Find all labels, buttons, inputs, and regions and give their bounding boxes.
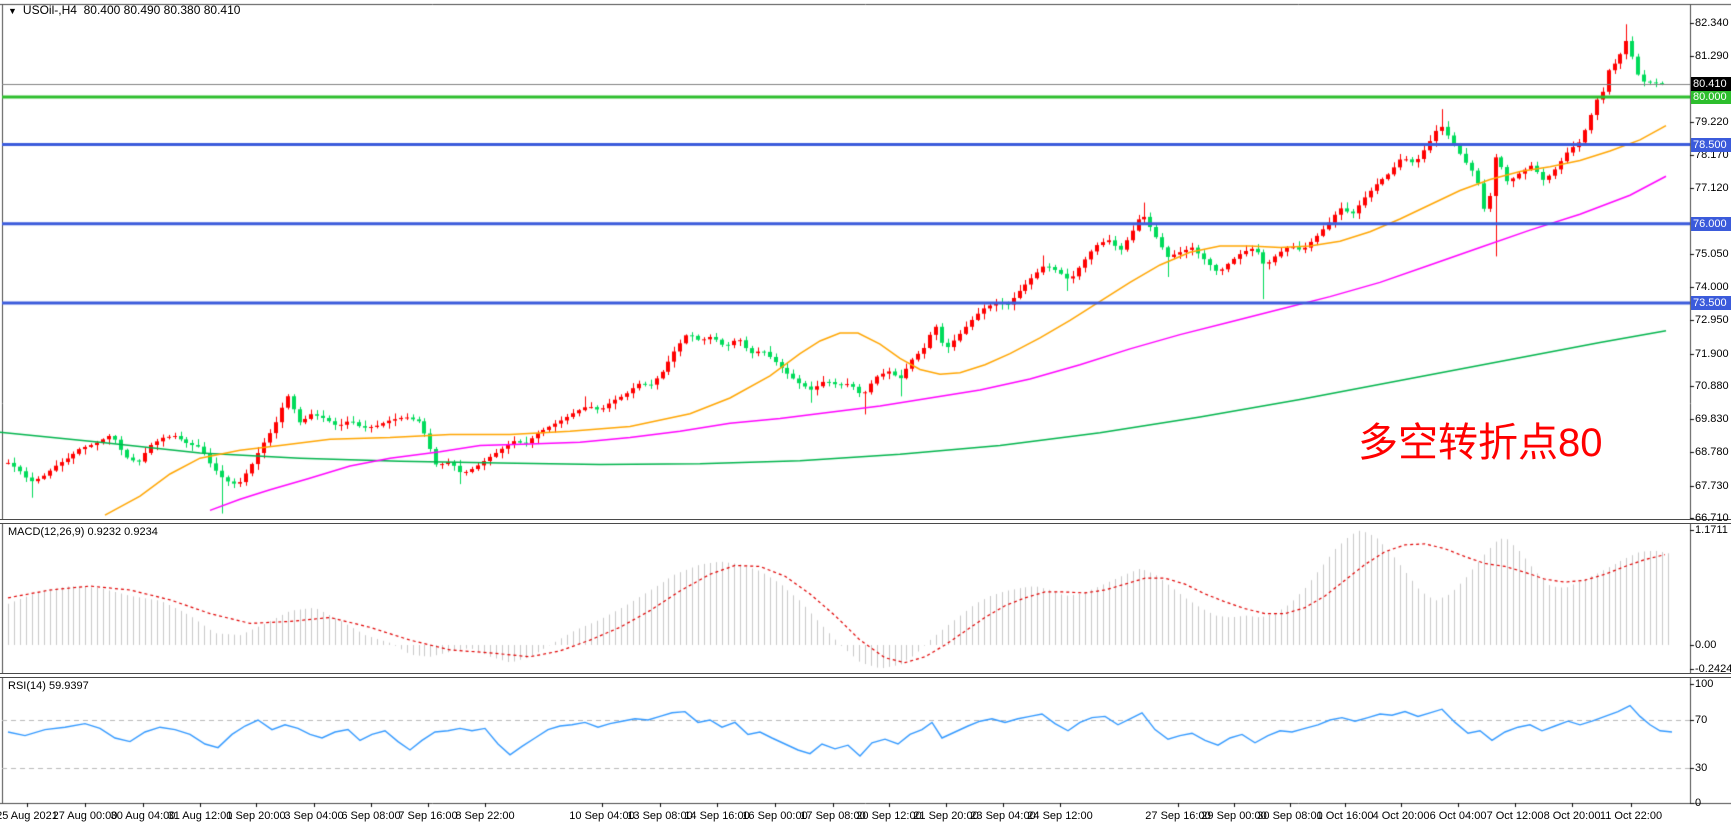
rsi-axis-tick-label: 0 <box>1695 797 1702 809</box>
time-axis-label: 6 Sep 08:00 <box>341 810 401 822</box>
time-axis-label: 6 Oct 04:00 <box>1429 810 1487 822</box>
time-axis-label: 27 Aug 00:00 <box>52 810 118 822</box>
price-axis-tick-label: 77.120 <box>1695 182 1729 195</box>
time-axis-label: 3 Sep 04:00 <box>284 810 344 822</box>
level-price-label: 80.000 <box>1691 90 1731 105</box>
ohlc-readout: 80.400 80.490 80.380 80.410 <box>83 3 241 17</box>
time-axis-label: 30 Aug 04:00 <box>110 810 176 822</box>
rsi-axis-tick-label: 100 <box>1695 678 1714 690</box>
price-axis-tick-label: 71.900 <box>1695 347 1729 360</box>
macd-indicator-label: MACD(12,26,9) 0.9232 0.9234 <box>8 526 158 538</box>
time-axis-label: 16 Sep 00:00 <box>742 810 808 822</box>
chart-title-bar: ▼ USOil-,H4 80.400 80.490 80.380 80.410 <box>8 3 240 17</box>
price-axis-tick-label: 74.000 <box>1695 281 1729 294</box>
price-axis-tick-label: 67.730 <box>1695 479 1729 492</box>
price-axis-tick-label: 75.050 <box>1695 247 1729 260</box>
time-axis-label: 1 Oct 16:00 <box>1316 810 1374 822</box>
time-axis-label: 8 Sep 22:00 <box>455 810 515 822</box>
time-axis-label: 11 Oct 22:00 <box>1599 810 1663 822</box>
price-axis-tick-label: 81.290 <box>1695 50 1729 63</box>
symbol-dropdown-icon[interactable]: ▼ <box>8 6 17 16</box>
price-axis-tick-label: 72.950 <box>1695 314 1729 327</box>
time-axis-label: 17 Sep 08:00 <box>800 810 866 822</box>
level-price-label: 73.500 <box>1691 295 1731 310</box>
time-axis-label: 8 Oct 20:00 <box>1543 810 1601 822</box>
annotation-text: 多空转折点80 <box>1358 421 1603 465</box>
macd-panel-separator[interactable] <box>0 519 1731 524</box>
time-axis-label: 7 Sep 16:00 <box>398 810 458 822</box>
macd-axis-tick-label: 1.1711 <box>1695 523 1728 536</box>
rsi-panel-separator[interactable] <box>0 673 1731 678</box>
price-axis-tick-label: 82.340 <box>1695 17 1729 29</box>
rsi-axis-tick-label: 30 <box>1695 762 1708 774</box>
price-axis-tick-label: 66.710 <box>1695 512 1729 524</box>
time-axis-label: 4 Oct 20:00 <box>1372 810 1430 822</box>
time-axis-label: 23 Sep 04:00 <box>970 810 1036 822</box>
macd-axis-tick-label: -0.2424 <box>1695 662 1731 675</box>
price-axis-tick-label: 79.220 <box>1695 115 1729 128</box>
time-axis-label: 10 Sep 04:00 <box>569 810 635 822</box>
price-axis-tick-label: 70.880 <box>1695 379 1729 392</box>
time-axis-label: 20 Sep 12:00 <box>856 810 922 822</box>
time-axis-label: 27 Sep 16:00 <box>1145 810 1211 822</box>
rsi-indicator-label: RSI(14) 59.9397 <box>8 680 89 692</box>
symbol-title: USOil-,H4 <box>22 3 77 17</box>
time-axis-label: 14 Sep 16:00 <box>684 810 750 822</box>
macd-axis-tick-label: 0.00 <box>1695 639 1717 651</box>
time-axis-label: 1 Sep 20:00 <box>226 810 286 822</box>
level-price-label: 76.000 <box>1691 216 1731 231</box>
rsi-axis-tick-label: 70 <box>1695 714 1708 726</box>
price-axis-tick-label: 69.830 <box>1695 413 1729 426</box>
time-axis-label: 24 Sep 12:00 <box>1027 810 1093 822</box>
time-axis-label: 25 Aug 2021 <box>0 810 58 822</box>
price-axis-tick-label: 78.170 <box>1695 149 1729 162</box>
time-axis-label: 13 Sep 08:00 <box>627 810 693 822</box>
time-axis-label: 30 Sep 08:00 <box>1257 810 1323 822</box>
time-axis-label: 31 Aug 12:00 <box>167 810 233 822</box>
time-axis-label: 7 Oct 12:00 <box>1486 810 1544 822</box>
time-axis-label: 21 Sep 20:00 <box>913 810 979 822</box>
time-axis-label: 29 Sep 00:00 <box>1201 810 1267 822</box>
current-price-label: 80.410 <box>1691 77 1731 92</box>
price-axis-tick-label: 68.780 <box>1695 446 1729 459</box>
level-price-label: 78.500 <box>1691 137 1731 152</box>
